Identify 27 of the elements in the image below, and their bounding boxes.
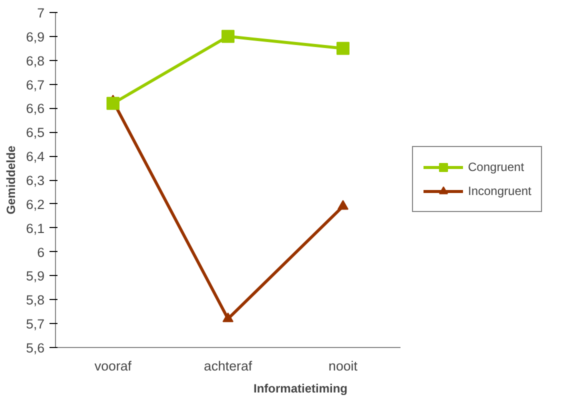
y-tick-label: 5,9 [26, 268, 45, 284]
y-tick-label: 5,8 [26, 292, 45, 308]
point [106, 96, 120, 110]
legend-label: Incongruent [468, 184, 532, 198]
x-tick-label: nooit [328, 358, 358, 374]
y-tick-label: 5,7 [26, 316, 45, 332]
y-tick-label: 6,8 [26, 53, 45, 68]
point [336, 42, 350, 55]
legend-label: Congruent [468, 160, 524, 174]
y-tick-label: 6,3 [26, 173, 45, 188]
point [222, 30, 234, 43]
y-tick-label: 7 [37, 6, 45, 20]
x-tick-label: vooraf [94, 358, 132, 374]
y-tick-label: 5,6 [26, 340, 45, 356]
y-tick-label: 6,7 [26, 77, 45, 92]
y-tick-label: 6,5 [26, 125, 45, 140]
y-tick-label: 6,1 [26, 220, 45, 236]
y-tick-label: 6,6 [26, 101, 45, 116]
x-axis-title: Informatietiming [254, 382, 348, 396]
point [222, 312, 234, 322]
y-tick-label: 6,2 [26, 196, 45, 212]
y-axis-title: Gemiddelde [4, 145, 18, 214]
point [338, 200, 348, 210]
y-tick-label: 6,4 [26, 149, 46, 164]
x-tick-label: achteraf [204, 358, 252, 374]
y-tick-label: 6,9 [26, 29, 45, 44]
y-tick-label: 6 [37, 244, 45, 260]
